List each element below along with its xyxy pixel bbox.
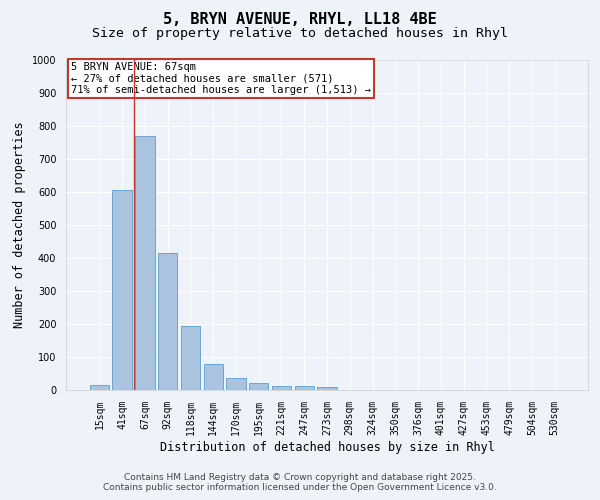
Bar	[181, 326, 200, 390]
Bar	[158, 253, 178, 390]
Bar	[112, 190, 132, 390]
Bar	[295, 386, 314, 390]
Text: Contains HM Land Registry data © Crown copyright and database right 2025.: Contains HM Land Registry data © Crown c…	[124, 472, 476, 482]
Bar	[272, 386, 291, 390]
Bar	[203, 364, 223, 390]
Bar	[226, 378, 245, 390]
Bar	[317, 387, 337, 390]
Text: Contains public sector information licensed under the Open Government Licence v3: Contains public sector information licen…	[103, 482, 497, 492]
Bar	[135, 136, 155, 390]
X-axis label: Distribution of detached houses by size in Rhyl: Distribution of detached houses by size …	[160, 440, 494, 454]
Y-axis label: Number of detached properties: Number of detached properties	[13, 122, 26, 328]
Text: Size of property relative to detached houses in Rhyl: Size of property relative to detached ho…	[92, 28, 508, 40]
Bar	[249, 384, 268, 390]
Bar	[90, 385, 109, 390]
Text: 5, BRYN AVENUE, RHYL, LL18 4BE: 5, BRYN AVENUE, RHYL, LL18 4BE	[163, 12, 437, 28]
Text: 5 BRYN AVENUE: 67sqm
← 27% of detached houses are smaller (571)
71% of semi-deta: 5 BRYN AVENUE: 67sqm ← 27% of detached h…	[71, 62, 371, 95]
